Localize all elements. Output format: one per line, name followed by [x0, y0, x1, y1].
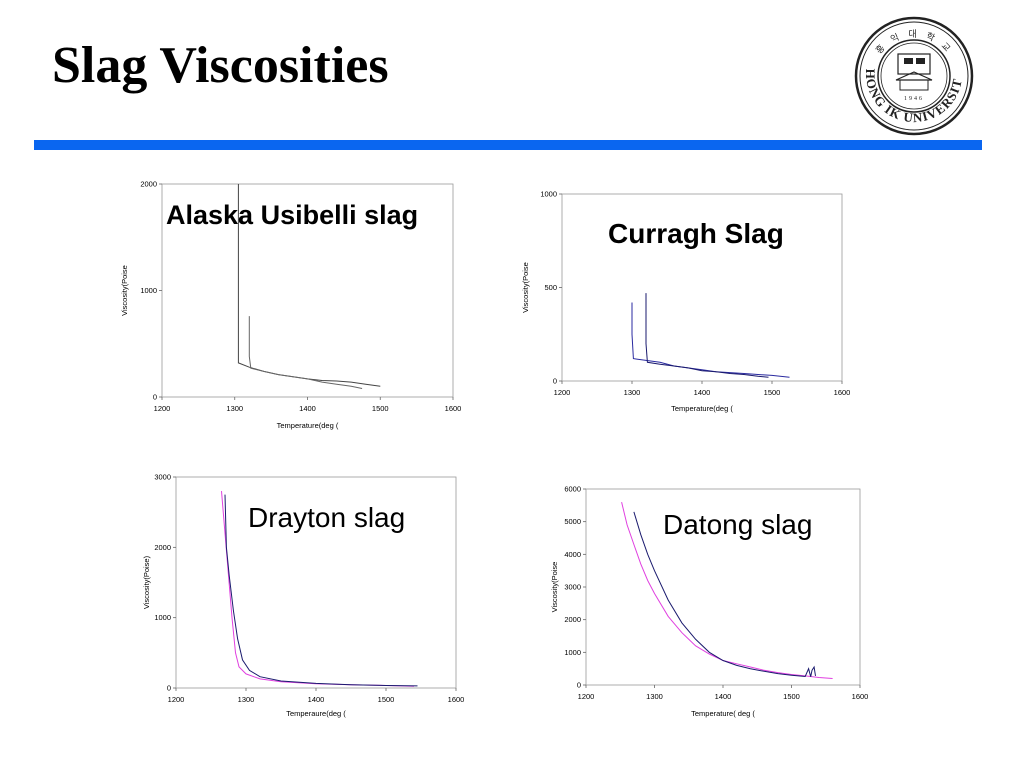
- y-tick-label: 3000: [564, 583, 581, 592]
- y-tick-label: 6000: [564, 485, 581, 494]
- series-line-1: [621, 501, 833, 679]
- x-tick-label: 1300: [624, 388, 641, 397]
- x-tick-label: 1300: [238, 695, 255, 704]
- x-tick-label: 1600: [834, 388, 851, 397]
- y-axis-label: Viscosity(Poise: [550, 562, 559, 613]
- x-axis-label: Temperature( deg (: [691, 709, 755, 718]
- y-tick-label: 0: [153, 393, 157, 402]
- series-line-2: [248, 316, 363, 389]
- y-tick-label: 2000: [564, 615, 581, 624]
- y-axis-label: Viscosity(Poise: [521, 262, 530, 313]
- y-axis-label: Viscosity(Poise): [142, 555, 151, 609]
- title-rule: [34, 140, 982, 150]
- y-tick-label: 2000: [154, 543, 171, 552]
- chart-title: Alaska Usibelli slag: [166, 200, 418, 230]
- x-tick-label: 1400: [694, 388, 711, 397]
- x-tick-label: 1200: [578, 692, 595, 701]
- x-tick-label: 1400: [715, 692, 732, 701]
- y-tick-label: 1000: [540, 190, 557, 199]
- y-tick-label: 3000: [154, 473, 171, 482]
- y-tick-label: 1000: [154, 613, 171, 622]
- y-tick-label: 1000: [140, 286, 157, 295]
- chart-alaska-usibelli: 0 1000 2000 1200 1300 1400 1500 1600 Temperature…: [120, 180, 462, 431]
- y-tick-label: 0: [577, 681, 581, 690]
- chart-drayton: 0 1000 2000 3000 1200 1300 1400 1500 1600 Tempera…: [142, 473, 465, 719]
- x-tick-label: 1500: [764, 388, 781, 397]
- series-line-2: [633, 511, 816, 678]
- x-tick-label: 1500: [372, 404, 389, 413]
- y-axis-label: Viscosity(Poise: [120, 265, 129, 316]
- plot-area: [585, 488, 861, 686]
- y-tick-label: 1000: [564, 648, 581, 657]
- chart-curragh: 0 500 1000 1200 1300 1400 1500 1600 Temperature(…: [521, 190, 851, 414]
- x-tick-label: 1200: [154, 404, 171, 413]
- y-tick-label: 5000: [564, 517, 581, 526]
- y-tick-label: 0: [553, 377, 557, 386]
- y-tick-label: 2000: [140, 180, 157, 189]
- x-tick-label: 1500: [783, 692, 800, 701]
- series-line-2: [645, 293, 769, 378]
- series-line-2: [224, 494, 418, 687]
- y-tick-label: 0: [167, 684, 171, 693]
- chart-title: Datong slag: [663, 509, 812, 540]
- x-tick-label: 1500: [378, 695, 395, 704]
- x-axis-label: Temperaure(deg (: [286, 709, 346, 718]
- svg-text:1946: 1946: [904, 96, 924, 102]
- y-tick-label: 500: [544, 283, 557, 292]
- slide-title: Slag Viscosities: [52, 37, 389, 94]
- y-tick-label: 4000: [564, 550, 581, 559]
- plot-area: [161, 183, 454, 398]
- plot-area: [561, 193, 843, 382]
- x-tick-label: 1300: [646, 692, 663, 701]
- x-tick-label: 1600: [448, 695, 465, 704]
- x-tick-label: 1200: [554, 388, 571, 397]
- chart-title: Curragh Slag: [608, 218, 784, 249]
- x-tick-label: 1300: [226, 404, 243, 413]
- chart-datong: 0 1000 2000 3000 4000 5000 6000 1200 1300 1400 150…: [550, 485, 869, 719]
- x-tick-label: 1600: [445, 404, 462, 413]
- x-tick-label: 1600: [852, 692, 869, 701]
- plot-area: [175, 476, 457, 689]
- hong-ik-university-seal: HONG IK UNIVERSITY 홍 익 대 학 교 1946: [852, 14, 974, 136]
- x-axis-label: Temperature(deg (: [277, 421, 339, 430]
- chart-title: Drayton slag: [248, 502, 405, 533]
- x-tick-label: 1200: [168, 695, 185, 704]
- x-axis-label: Temperature(deg (: [671, 404, 733, 413]
- x-tick-label: 1400: [299, 404, 316, 413]
- x-tick-label: 1400: [308, 695, 325, 704]
